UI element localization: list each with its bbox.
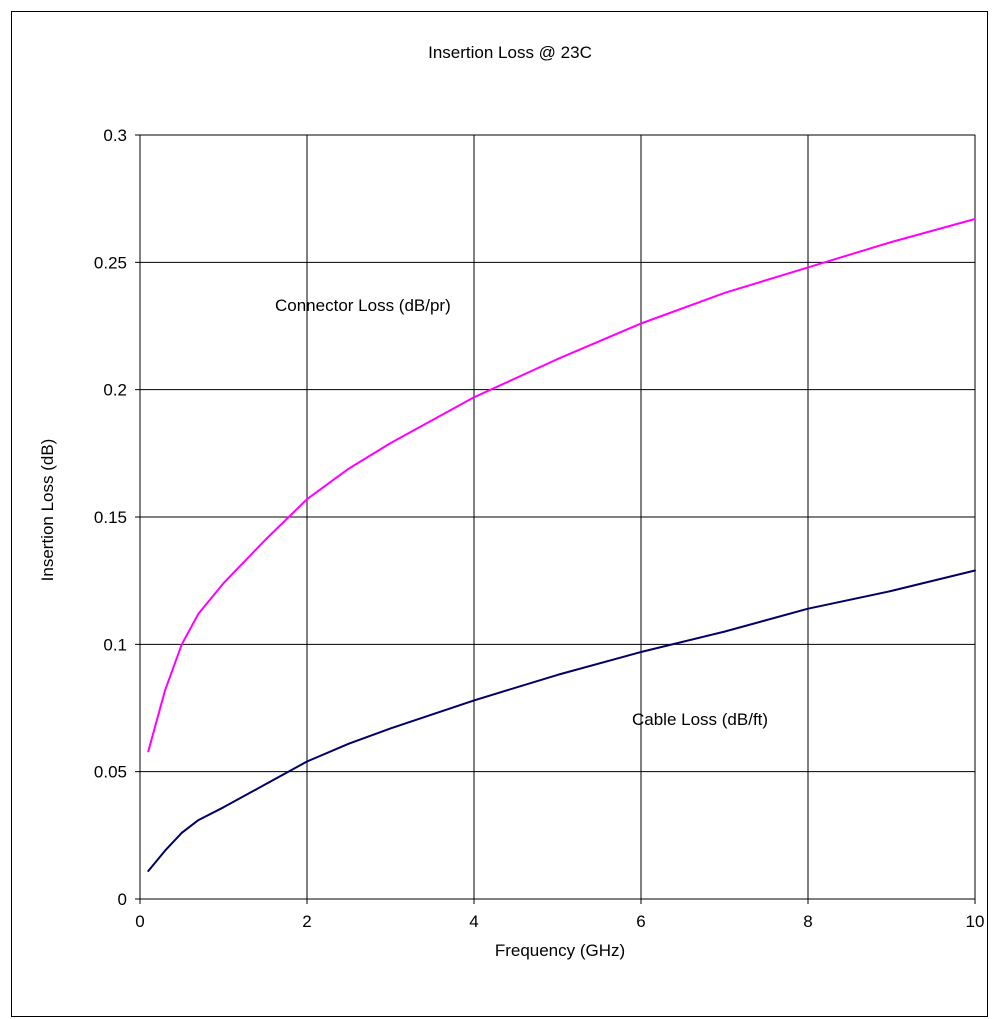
cable-loss-line — [147, 569, 976, 872]
horizontal-gridlines — [140, 134, 975, 773]
chart-title: Insertion Loss @ 23C — [428, 43, 592, 62]
x-tick-label: 4 — [469, 912, 478, 931]
y-tick-label: 0.2 — [103, 381, 127, 400]
x-tick-label: 8 — [803, 912, 812, 931]
x-tick-label: 6 — [636, 912, 645, 931]
y-tick-label: 0.05 — [94, 763, 127, 782]
y-axis-label: Insertion Loss (dB) — [38, 439, 57, 582]
x-axis-ticks: 0 2 4 6 8 10 — [135, 899, 984, 931]
cable-loss-annotation: Cable Loss (dB/ft) — [632, 710, 768, 729]
y-tick-label: 0.3 — [103, 126, 127, 145]
x-tick-label: 2 — [302, 912, 311, 931]
y-tick-label: 0 — [118, 890, 127, 909]
series-layer — [147, 218, 976, 872]
y-tick-label: 0.25 — [94, 253, 127, 272]
x-tick-label: 0 — [135, 912, 144, 931]
connector-loss-annotation: Connector Loss (dB/pr) — [275, 296, 451, 315]
connector-loss-line — [147, 218, 976, 753]
x-axis-label: Frequency (GHz) — [495, 941, 625, 960]
vertical-gridlines — [306, 135, 976, 899]
y-axis-ticks: 0 0.05 0.1 0.15 0.2 0.25 0.3 — [94, 126, 140, 909]
y-tick-label: 0.1 — [103, 635, 127, 654]
y-tick-label: 0.15 — [94, 508, 127, 527]
x-tick-label: 10 — [966, 912, 985, 931]
